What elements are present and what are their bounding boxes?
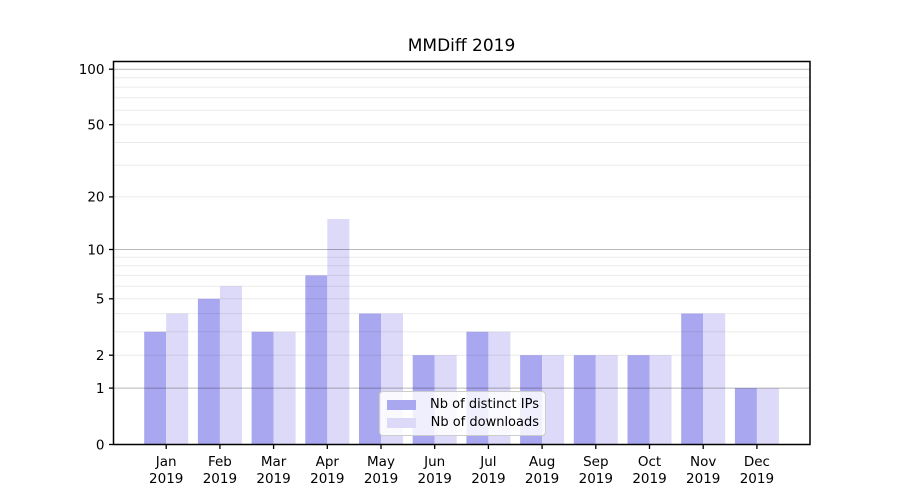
chart-title: MMDiff 2019 xyxy=(407,36,516,56)
x-tick-label-month: Dec xyxy=(744,454,770,470)
bar-nb-of-distinct-ips-may xyxy=(359,313,381,445)
bar-nb-of-downloads-nov xyxy=(703,313,726,445)
bar-nb-of-distinct-ips-feb xyxy=(197,298,220,445)
x-tick-label-month: May xyxy=(367,454,395,470)
y-tick-label: 20 xyxy=(87,190,104,206)
x-tick-label-year: 2019 xyxy=(525,471,559,487)
x-tick-label-year: 2019 xyxy=(632,471,666,487)
x-tick-label-year: 2019 xyxy=(686,471,720,487)
x-tick-label-year: 2019 xyxy=(149,471,183,487)
bar-nb-of-distinct-ips-mar xyxy=(251,331,274,445)
y-tick-label: 10 xyxy=(87,242,104,258)
legend-item-downloads: Nb of downloads xyxy=(387,415,539,430)
bar-nb-of-downloads-oct xyxy=(649,355,672,445)
y-tick-label: 1 xyxy=(96,381,105,397)
x-tick-label-month: Jun xyxy=(423,454,445,470)
bar-nb-of-downloads-feb xyxy=(219,286,242,445)
x-tick-label-month: Oct xyxy=(638,454,661,470)
x-tick-label-year: 2019 xyxy=(579,471,613,487)
x-tick-label-month: Jan xyxy=(155,454,177,470)
legend-item-distinct-ips: Nb of distinct IPs xyxy=(387,397,539,412)
x-tick-label-month: Nov xyxy=(690,454,716,470)
legend-swatch-downloads xyxy=(387,417,416,428)
x-tick-label-year: 2019 xyxy=(364,471,398,487)
bar-nb-of-distinct-ips-sep xyxy=(573,355,596,445)
x-tick-label-year: 2019 xyxy=(418,471,452,487)
x-tick-label-month: Jul xyxy=(479,454,496,470)
x-tick-label-month: Feb xyxy=(208,454,232,470)
legend-label-distinct-ips: Nb of distinct IPs xyxy=(430,397,539,412)
bar-nb-of-downloads-dec xyxy=(756,388,779,445)
bar-nb-of-distinct-ips-dec xyxy=(734,388,757,445)
x-tick-label-year: 2019 xyxy=(203,471,237,487)
y-tick-label: 0 xyxy=(96,437,105,453)
bar-nb-of-distinct-ips-apr xyxy=(305,275,328,445)
axes-frame xyxy=(112,60,811,446)
x-tick-label-year: 2019 xyxy=(256,471,290,487)
y-tick-label: 2 xyxy=(96,348,105,364)
legend-swatch-distinct-ips xyxy=(387,399,416,410)
y-tick-label: 100 xyxy=(79,62,105,78)
bar-nb-of-downloads-aug xyxy=(542,355,565,445)
bar-nb-of-downloads-jan xyxy=(166,313,189,445)
x-tick-label-month: Aug xyxy=(529,454,555,470)
bar-nb-of-distinct-ips-oct xyxy=(627,355,650,445)
bar-nb-of-distinct-ips-nov xyxy=(681,313,704,445)
x-tick-label-month: Mar xyxy=(261,454,287,470)
legend: Nb of distinct IPs Nb of downloads xyxy=(379,391,546,436)
x-tick-label-month: Apr xyxy=(316,454,340,470)
x-tick-label-year: 2019 xyxy=(740,471,774,487)
x-tick-label-year: 2019 xyxy=(310,471,344,487)
bar-nb-of-downloads-mar xyxy=(273,331,296,445)
x-tick-label-year: 2019 xyxy=(471,471,505,487)
bar-nb-of-downloads-apr xyxy=(327,219,350,445)
y-tick-label: 50 xyxy=(87,118,104,134)
legend-label-downloads: Nb of downloads xyxy=(430,415,539,430)
bar-nb-of-downloads-sep xyxy=(595,355,618,445)
y-tick-label: 5 xyxy=(96,292,105,308)
x-tick-label-month: Sep xyxy=(583,454,608,470)
bar-nb-of-distinct-ips-jan xyxy=(144,331,167,445)
